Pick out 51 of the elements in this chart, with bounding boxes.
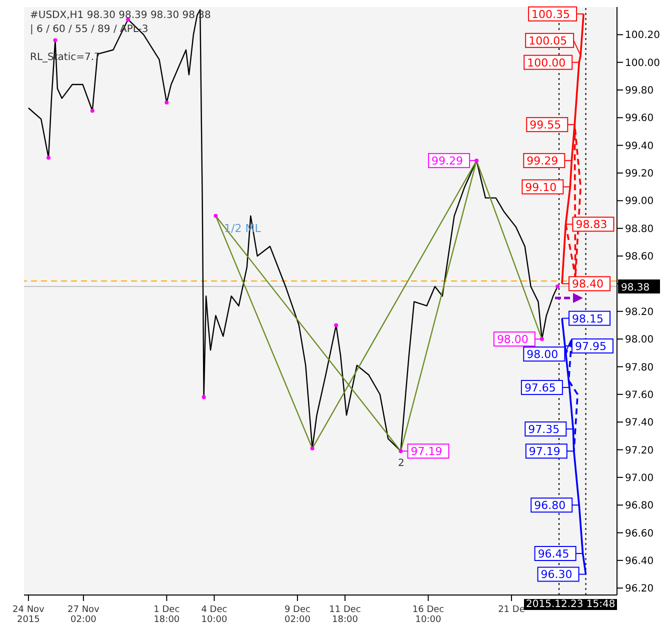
data-label: 99.55	[530, 118, 562, 132]
data-label: 98.83	[576, 218, 608, 232]
y-tick-label: 97.40	[625, 418, 654, 429]
y-tick-label: 97.80	[625, 362, 654, 374]
x-tick-label: 11 Dec 18:00	[329, 605, 361, 625]
x-tick-label: 21 De	[498, 605, 526, 615]
data-label: 98.40	[572, 278, 604, 291]
x-tick-label: 27 Nov 02:00	[68, 605, 100, 625]
y-tick-label: 100.20	[625, 30, 660, 42]
data-label: 97.35	[528, 422, 560, 436]
y-tick-label: 98.60	[625, 252, 654, 263]
x-tick-label: 9 Dec 02:00	[284, 605, 311, 625]
x-tick-label: 4 Dec 10:00	[201, 605, 228, 625]
y-tick-label: 96.80	[625, 500, 654, 512]
text: 2015.12.23 15:48	[524, 599, 618, 610]
data-label: 97.19	[410, 445, 442, 458]
data-label: 96.80	[534, 499, 566, 512]
y-tick-label: 96.60	[625, 528, 654, 540]
x-tick-label: 24 Nov 2015	[12, 605, 46, 625]
data-label: 99.10	[525, 180, 557, 194]
y-tick-label: 99.20	[625, 168, 654, 180]
y-tick-label: 99.80	[625, 86, 654, 97]
data-label: 99.29	[526, 154, 558, 168]
annotation: 2	[397, 458, 406, 469]
data-label: 98.00	[526, 348, 558, 362]
data-label: 97.19	[528, 445, 560, 458]
ref-line-label: 98.38	[621, 282, 650, 294]
data-label: 96.30	[540, 568, 572, 582]
y-tick-label: 99.00	[625, 196, 654, 208]
y-tick-label: 98.00	[625, 334, 654, 346]
data-label: 97.65	[524, 381, 556, 394]
x-tick-label: 1 Dec 18:00	[154, 605, 180, 625]
y-tick-label: 100.00	[625, 58, 660, 69]
y-tick-label: 97.20	[625, 445, 654, 456]
y-tick-label: 98.80	[625, 224, 654, 235]
y-tick-label: 99.60	[625, 113, 654, 124]
data-label: 96.45	[538, 547, 570, 560]
data-label: 97.95	[574, 340, 606, 353]
data-label: 100.00	[527, 56, 566, 70]
y-tick-label: 96.20	[625, 584, 654, 595]
y-tick-label: 98.20	[625, 306, 654, 318]
y-tick-label: 96.40	[625, 556, 654, 567]
data-label: 98.00	[496, 333, 528, 346]
data-label: 100.05	[528, 34, 568, 48]
data-label: 99.29	[432, 154, 464, 168]
y-tick-label: 97.60	[625, 390, 654, 401]
y-tick-label: 97.00	[625, 472, 654, 484]
x-tick-label: 16 Dec 10:00	[412, 605, 444, 625]
y-tick-label: 99.40	[625, 140, 654, 152]
data-label: 100.35	[532, 8, 570, 21]
data-label: 98.15	[572, 312, 604, 326]
